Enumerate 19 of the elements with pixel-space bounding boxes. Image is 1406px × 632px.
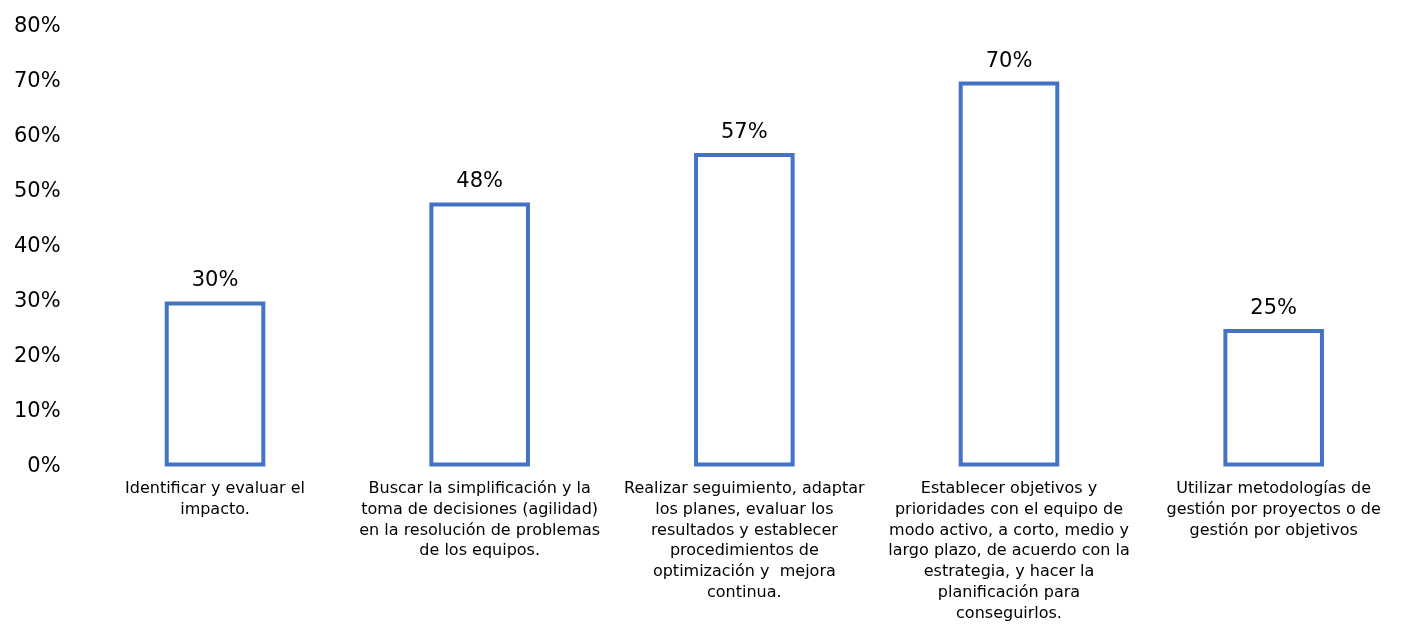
y-tick-label: 0% [27,452,61,477]
y-tick-label: 20% [13,342,61,367]
data-label: 48% [456,168,504,193]
x-tick-label: Establecer objetivos y prioridades con el equipo de modo activo, a corto, medio y largo plazo, de acuerdo con la estrategia, y hacer la planificación para conseguirlos. [888,477,1130,622]
y-tick-label: 40% [13,232,61,257]
x-tick-label: Utilizar metodologías de gestión por proyectos o de gestión por objetivos [1166,477,1381,539]
y-tick-label: 80% [13,13,61,38]
y-tick-label: 10% [13,397,61,422]
x-tick-label: Realizar seguimiento, adaptar los planes, evaluar los resultados y establecer procedimientos de optimización y mejora continua. [624,477,866,601]
data-label: 70% [985,47,1033,72]
y-tick-label: 60% [13,123,61,147]
data-label: 57% [720,119,768,143]
y-tick-label: 50% [13,177,61,202]
data-label: 25% [1250,294,1298,319]
x-tick-label: Buscar la simplificación y la toma de decisiones (agilidad) en la resolución de problemas de los equipos. [359,477,601,560]
y-tick-label: 70% [13,68,61,93]
data-label: 30% [191,267,239,292]
x-tick-label: Identificar y evaluar el impacto. [125,477,305,518]
y-tick-label: 30% [13,287,61,312]
